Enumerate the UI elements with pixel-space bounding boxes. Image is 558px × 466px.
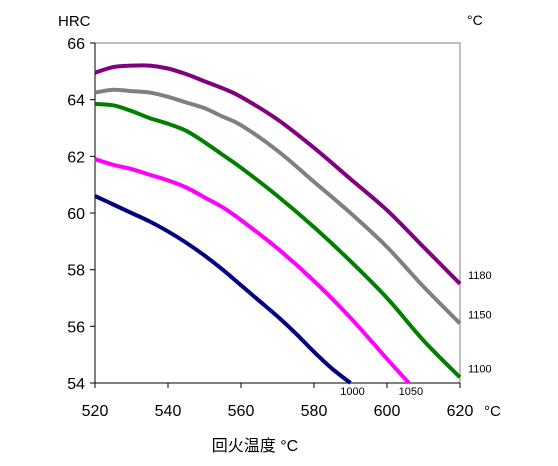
x-tick-label: 520 bbox=[82, 403, 109, 420]
series-line-1000 bbox=[94, 194, 352, 385]
series-labels: 1180 1150 1100 1050 1000 bbox=[340, 270, 491, 398]
x-tick-label: 600 bbox=[374, 403, 401, 420]
y-tick-label: 58 bbox=[67, 263, 85, 280]
series-line-1150 bbox=[94, 87, 462, 325]
series-lines bbox=[94, 63, 462, 385]
y-axis-label: HRC bbox=[58, 13, 91, 30]
x-ticks: 520 540 560 580 600 620 bbox=[82, 383, 474, 420]
series-line-1050 bbox=[94, 157, 411, 385]
series-line-1100 bbox=[94, 101, 462, 379]
series-label-1000: 1000 bbox=[340, 386, 364, 398]
x-axis-label: 回火温度 °C bbox=[212, 437, 298, 455]
y-ticks: 54 56 58 60 62 64 66 bbox=[67, 36, 95, 393]
x-tick-label: 540 bbox=[155, 403, 182, 420]
series-label-1050: 1050 bbox=[399, 386, 423, 398]
legend-unit-label: °C bbox=[467, 12, 483, 28]
x-tick-label: 620 bbox=[447, 403, 474, 420]
series-label-1180: 1180 bbox=[468, 270, 492, 282]
y-tick-label: 66 bbox=[67, 36, 85, 53]
series-label-1150: 1150 bbox=[468, 310, 492, 322]
y-tick-label: 62 bbox=[67, 149, 85, 166]
y-tick-label: 64 bbox=[67, 93, 85, 110]
x-tick-label: 560 bbox=[228, 403, 255, 420]
y-tick-label: 60 bbox=[67, 206, 85, 223]
y-tick-label: 54 bbox=[67, 376, 85, 393]
x-axis-unit: °C bbox=[484, 403, 501, 420]
x-tick-label: 580 bbox=[301, 403, 328, 420]
series-label-1100: 1100 bbox=[468, 363, 492, 375]
y-tick-label: 56 bbox=[67, 319, 85, 336]
series-line-1180 bbox=[94, 63, 462, 286]
